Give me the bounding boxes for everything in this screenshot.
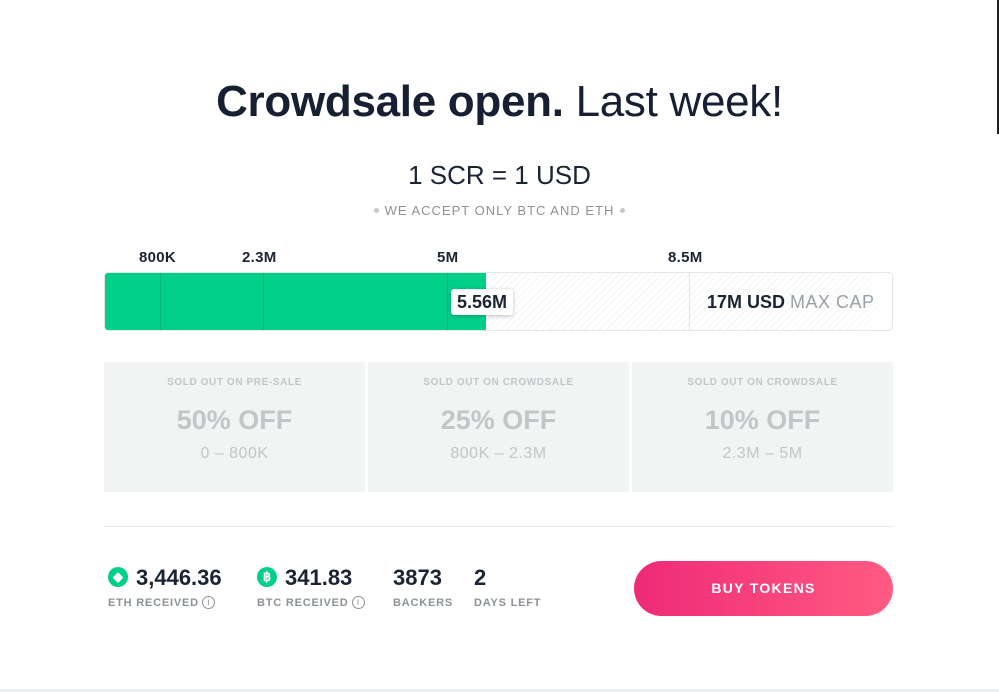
tier-range: 2.3M – 5M [722, 445, 803, 462]
page-title: Crowdsale open. Last week! [0, 76, 999, 128]
max-cap-label: 17M USD MAX CAP [707, 290, 875, 314]
tier-discount: 10% OFF [704, 405, 821, 435]
stat-label: BTC RECEIVED i [257, 595, 365, 610]
bullet-dot-icon [620, 208, 626, 214]
btc-received-label: BTC RECEIVED [257, 597, 349, 609]
tier-card-crowdsale-2: SOLD OUT ON CROWDSALE 10% OFF 2.3M – 5M [632, 362, 893, 492]
bullet-dot-icon [373, 208, 379, 214]
stat-value: ฿ 341.83 [257, 564, 365, 592]
current-raised-label: 5.56M [451, 289, 514, 315]
tier-discount: 50% OFF [176, 405, 293, 435]
days-left-value: 2 [474, 565, 487, 590]
window-scrollbar[interactable] [997, 0, 999, 134]
tier-range: 800K – 2.3M [450, 445, 547, 462]
info-icon[interactable]: i [351, 595, 365, 609]
funding-progress-bar [104, 272, 893, 331]
accept-note-text: WE ACCEPT ONLY BTC AND ETH [384, 203, 615, 218]
bar-fade [852, 273, 892, 330]
section-divider [104, 526, 893, 527]
backers-value: 3873 [393, 565, 442, 590]
title-strong: Crowdsale open. [216, 77, 564, 126]
stat-backers: 3873 BACKERS [393, 564, 453, 610]
tier-card-presale: SOLD OUT ON PRE-SALE 50% OFF 0 – 800K [104, 362, 365, 492]
backers-label: BACKERS [393, 597, 453, 609]
info-icon[interactable]: i [201, 595, 215, 609]
milestone-label: 5M [437, 249, 459, 266]
stat-days-left: 2 DAYS LEFT [474, 564, 541, 610]
bottom-border [0, 689, 999, 692]
buy-tokens-button[interactable]: BUY TOKENS [634, 561, 893, 616]
max-cap-value: 17M USD [707, 292, 786, 312]
milestone-divider [447, 273, 448, 330]
milestone-label: 2.3M [242, 249, 277, 266]
eth-received-label: ETH RECEIVED [108, 597, 199, 609]
days-left-label: DAYS LEFT [474, 597, 542, 609]
milestone-divider [263, 273, 264, 330]
tier-card-crowdsale-1: SOLD OUT ON CROWDSALE 25% OFF 800K – 2.3… [368, 362, 629, 492]
eth-received-value: 3,446.36 [136, 565, 222, 590]
milestone-divider [689, 273, 690, 330]
tier-status: SOLD OUT ON PRE-SALE [167, 377, 302, 388]
tier-status: SOLD OUT ON CROWDSALE [423, 377, 574, 388]
tier-discount: 25% OFF [440, 405, 557, 435]
ethereum-icon: ◆ [108, 567, 128, 588]
funding-progress-fill [105, 273, 486, 330]
discount-tiers: SOLD OUT ON PRE-SALE 50% OFF 0 – 800K SO… [104, 362, 893, 492]
stat-eth-received: ◆ 3,446.36 ETH RECEIVED i [108, 564, 222, 610]
stat-label: ETH RECEIVED i [108, 595, 222, 610]
tier-status: SOLD OUT ON CROWDSALE [687, 377, 838, 388]
milestone-divider [160, 273, 161, 330]
tier-range: 0 – 800K [200, 445, 269, 462]
exchange-rate: 1 SCR = 1 USD [408, 160, 591, 190]
stat-value: ◆ 3,446.36 [108, 564, 222, 592]
milestone-label: 8.5M [668, 249, 703, 266]
accepted-currencies-note: WE ACCEPT ONLY BTC AND ETH [0, 203, 999, 219]
milestone-label: 800K [139, 249, 177, 266]
max-cap-text: MAX CAP [790, 292, 875, 312]
title-light: Last week! [575, 77, 784, 126]
btc-received-value: 341.83 [285, 565, 353, 590]
stat-btc-received: ฿ 341.83 BTC RECEIVED i [257, 564, 365, 610]
bitcoin-icon: ฿ [257, 567, 277, 588]
